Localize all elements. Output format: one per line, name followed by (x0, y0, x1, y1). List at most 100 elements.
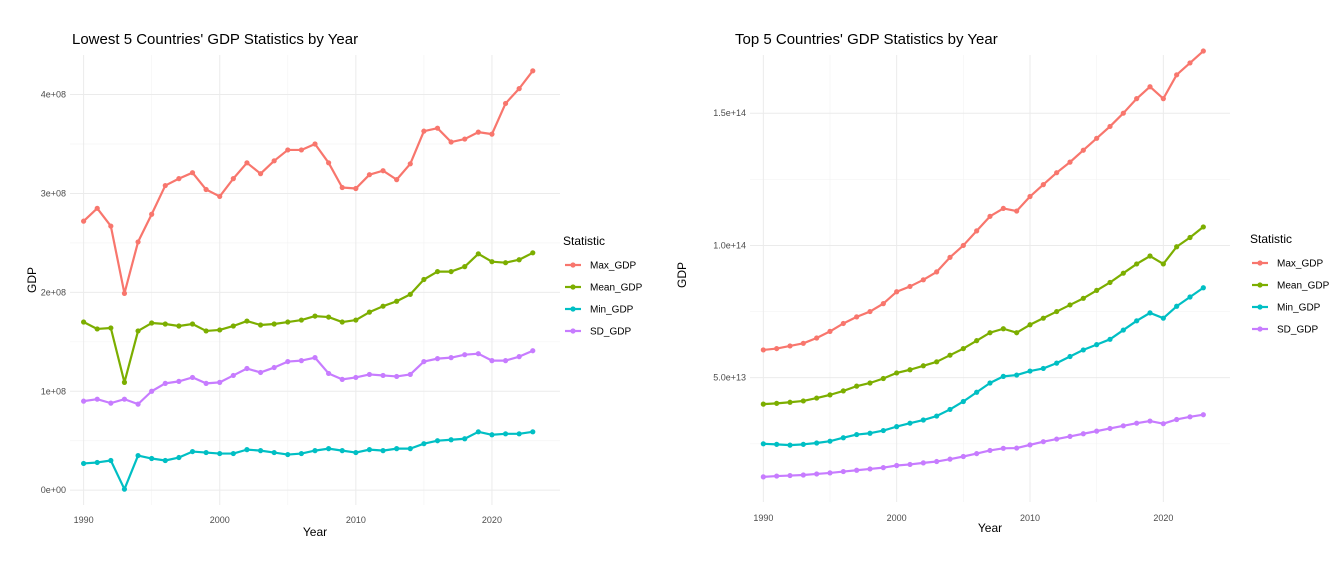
legend-key-point (1257, 260, 1263, 266)
data-point (1187, 414, 1193, 420)
data-point (135, 328, 141, 334)
data-point (530, 68, 536, 74)
data-point (380, 448, 386, 454)
data-point (814, 395, 820, 401)
legend-label: SD_GDP (590, 327, 631, 338)
data-point (960, 345, 966, 352)
data-point (840, 388, 846, 394)
data-point (1134, 318, 1140, 324)
grid (750, 55, 1230, 502)
data-point (230, 450, 236, 457)
data-point (1067, 302, 1073, 308)
data-point (530, 250, 536, 256)
data-point (934, 359, 940, 365)
data-point (448, 437, 454, 443)
data-point (1107, 336, 1113, 342)
data-point (434, 438, 441, 444)
data-point (244, 318, 250, 324)
data-point (462, 436, 468, 442)
data-point (814, 440, 820, 446)
data-point (1014, 330, 1020, 336)
y-tick-label: 1.0e+14 (713, 240, 746, 250)
data-point (867, 430, 873, 436)
data-point (1200, 224, 1206, 230)
data-point (271, 449, 277, 456)
data-point (880, 301, 886, 307)
data-point (339, 184, 345, 191)
data-point (149, 320, 155, 326)
legend-key-point (570, 262, 576, 268)
data-point (162, 182, 168, 189)
data-point (934, 269, 940, 275)
data-point (1054, 436, 1060, 442)
data-point (230, 372, 236, 379)
data-point (920, 417, 926, 423)
data-point (1147, 310, 1153, 316)
data-point (1107, 425, 1113, 432)
data-point (421, 276, 427, 283)
data-point (1147, 253, 1153, 259)
data-point (189, 170, 196, 176)
data-point (312, 355, 318, 361)
data-point (760, 401, 766, 407)
data-point (189, 374, 196, 381)
x-tick-label: 2020 (1153, 513, 1173, 523)
data-point (1160, 261, 1166, 267)
data-point (502, 100, 509, 107)
data-point (244, 447, 250, 453)
data-point (81, 398, 87, 404)
data-point (121, 486, 128, 492)
data-point (271, 158, 277, 164)
data-point (934, 413, 940, 419)
data-point (434, 356, 441, 362)
data-point (326, 160, 332, 166)
data-point (827, 392, 833, 398)
data-point (217, 379, 223, 385)
series-line (763, 286, 1204, 447)
legend-label: Min_GDP (1277, 303, 1321, 314)
data-point (257, 171, 264, 177)
chart-top-5: 1990 2000 2010 2020 5.0e+13 1.0e+14 1.5e+14 Yea… (675, 48, 1330, 535)
data-point (462, 264, 468, 270)
data-point (1067, 353, 1073, 360)
data-point (407, 446, 413, 452)
data-point (800, 472, 806, 478)
legend-item: Max_GDP (565, 261, 636, 272)
data-point (1174, 303, 1180, 309)
legend-title: Statistic (563, 234, 605, 248)
data-point (1027, 193, 1033, 200)
data-point (108, 457, 114, 464)
data-point (149, 388, 155, 394)
data-point (960, 242, 966, 249)
legend-label: Mean_GDP (590, 283, 643, 294)
data-point (285, 358, 291, 365)
data-point (974, 338, 980, 344)
data-point (285, 147, 291, 153)
data-point (800, 441, 806, 447)
data-point (1120, 270, 1126, 276)
x-tick-label: 1990 (753, 513, 773, 523)
data-point (827, 470, 833, 476)
data-point (203, 328, 209, 334)
data-point (1054, 170, 1060, 176)
data-point (1040, 365, 1046, 372)
data-point (774, 345, 780, 352)
data-point (1027, 442, 1033, 448)
y-tick-label: 1.5e+14 (713, 108, 746, 118)
data-point (516, 431, 522, 437)
data-point (285, 451, 291, 458)
series-line (83, 251, 534, 384)
data-point (774, 400, 780, 406)
data-point (353, 317, 359, 323)
legend: Statistic Max_GDP Mean_GDP Min_GDP SD_GDP (563, 234, 643, 338)
series-max-gdp (760, 48, 1206, 353)
data-point (1027, 322, 1033, 328)
data-point (1120, 110, 1126, 116)
data-point (987, 213, 993, 219)
legend-item: Mean_GDP (565, 283, 643, 294)
data-point (189, 448, 196, 455)
data-point (1000, 326, 1006, 332)
data-point (1174, 72, 1180, 78)
data-point (81, 460, 87, 467)
chart-title: Top 5 Countries' GDP Statistics by Year (735, 31, 998, 48)
